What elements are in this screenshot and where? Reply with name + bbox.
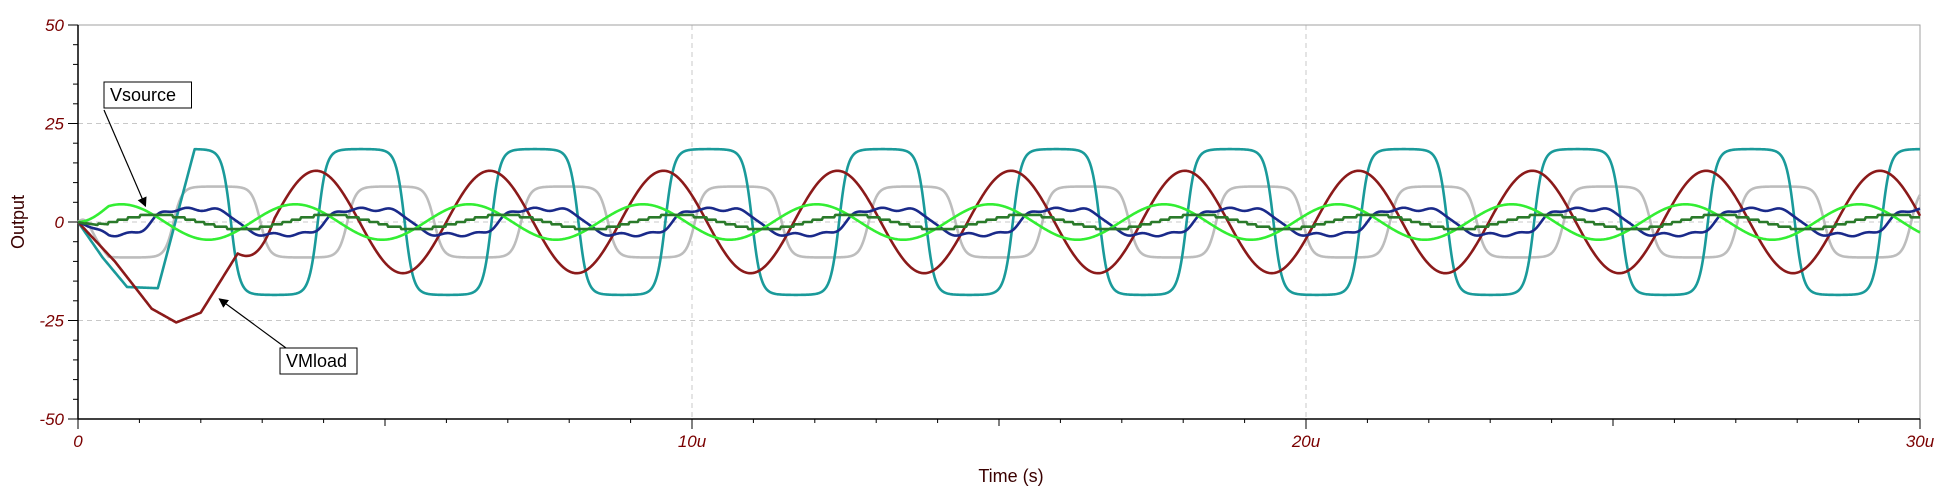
- x-tick-label: 0: [73, 432, 83, 451]
- callout-label: Vsource: [110, 85, 176, 105]
- y-tick-label: 0: [55, 213, 65, 232]
- series-layer: [76, 147, 1922, 324]
- series-line-4: [77, 202, 1921, 242]
- grid-layer: [78, 25, 1920, 419]
- callout-1: VMload: [218, 298, 358, 375]
- x-tick-label: 10u: [678, 432, 707, 451]
- x-axis-label: Time (s): [978, 466, 1043, 486]
- callout-arrow: [103, 109, 147, 208]
- callout-box: [103, 81, 192, 109]
- series-line-1: [76, 147, 1921, 297]
- series-line-3: [77, 206, 1921, 238]
- callout-arrow: [218, 298, 287, 349]
- y-tick-label: 50: [45, 16, 64, 35]
- y-axis-label: Output: [8, 195, 28, 249]
- y-tick-label: 25: [44, 115, 64, 134]
- callout-box: [279, 347, 358, 375]
- annotation-layer: Vsource VMload: [103, 81, 358, 375]
- x-tick-label: 20u: [1291, 432, 1321, 451]
- tick-label-layer: 50 25 0 -25 -50 0 10u 20u 30u: [39, 16, 1934, 451]
- y-tick-label: -50: [39, 410, 64, 429]
- y-tick-label: -25: [39, 312, 64, 331]
- series-line-2: [77, 169, 1922, 324]
- series-line-0: [77, 185, 1922, 259]
- callout-0: Vsource: [103, 81, 192, 208]
- series-line-5: [77, 213, 1921, 231]
- x-tick-label: 30u: [1906, 432, 1935, 451]
- callout-label: VMload: [286, 351, 347, 371]
